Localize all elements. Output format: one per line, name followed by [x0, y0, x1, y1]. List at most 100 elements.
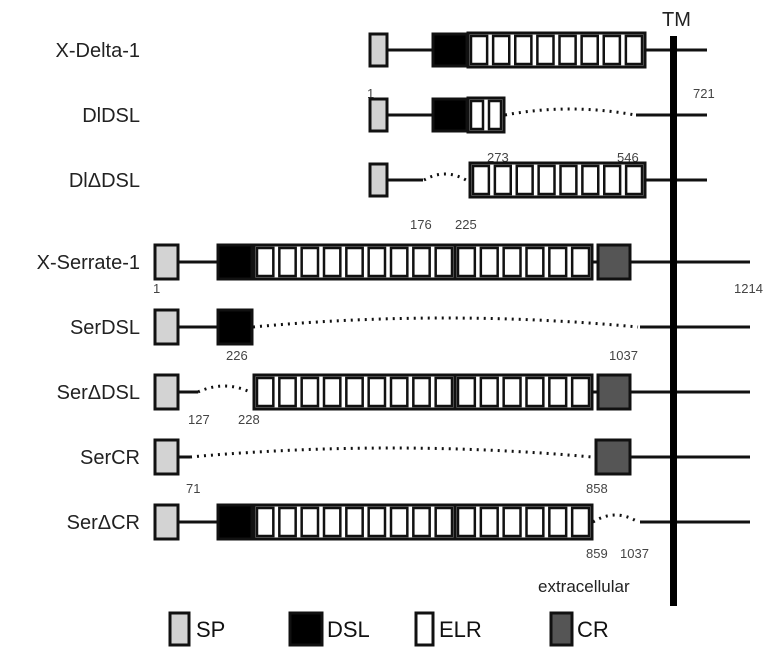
elr-repeat	[300, 376, 320, 408]
construct-label: X-Delta-1	[56, 40, 140, 62]
elr-repeat	[255, 506, 275, 538]
legend-item: DSL	[288, 611, 370, 647]
elr-repeat	[581, 164, 600, 196]
elr-repeat	[469, 34, 489, 66]
legend-label: DSL	[327, 617, 370, 642]
residue-number: 1	[153, 281, 160, 296]
elr-repeat	[278, 506, 297, 538]
legend-label: SP	[196, 617, 225, 642]
deletion-dotted-line	[189, 446, 593, 459]
elr-repeat	[624, 164, 644, 196]
sp-domain	[153, 503, 180, 541]
elr-repeat	[487, 99, 503, 131]
construct-label: X-Serrate-1	[37, 252, 140, 274]
deletion-dotted-line	[252, 316, 639, 329]
elr-repeat	[389, 246, 409, 278]
cr-domain	[596, 243, 632, 281]
elr-block	[453, 243, 594, 281]
residue-number: 225	[455, 217, 477, 232]
deletion-dotted-line	[197, 384, 251, 394]
elr-repeat	[367, 376, 387, 408]
sp-domain	[153, 373, 180, 411]
construct-row: SerDSL 226 1037	[70, 308, 750, 363]
sp-domain	[368, 162, 389, 198]
elr-repeat	[624, 34, 644, 66]
sp-domain	[368, 97, 389, 133]
construct-row: SerCR 71 858	[80, 438, 750, 496]
elr-repeat	[479, 376, 499, 408]
residue-number: 71	[186, 481, 200, 496]
elr-repeat	[389, 506, 409, 538]
elr-repeat	[434, 506, 454, 538]
elr-repeat	[278, 246, 297, 278]
cr-domain	[596, 373, 632, 411]
elr-repeat	[345, 246, 364, 278]
elr-repeat	[514, 34, 533, 66]
dsl-domain	[216, 308, 254, 346]
elr-repeat	[570, 246, 591, 278]
construct-row: X-Delta-1 1 721	[56, 31, 715, 101]
elr-repeat	[345, 376, 364, 408]
elr-repeat	[502, 506, 522, 538]
construct-row: SerΔCR 859 1037	[67, 503, 750, 561]
legend-swatch-sp	[168, 611, 191, 647]
sp-domain	[368, 32, 389, 68]
elr-repeat	[580, 34, 599, 66]
elr-repeat	[603, 164, 622, 196]
dsl-domain	[431, 32, 469, 68]
deletion-dotted-line	[423, 172, 467, 182]
legend: SP DSL ELR CR	[168, 611, 609, 647]
elr-repeat	[502, 376, 522, 408]
dsl-domain	[431, 97, 469, 133]
elr-repeat	[548, 506, 568, 538]
sp-domain	[153, 308, 180, 346]
elr-repeat	[502, 246, 522, 278]
elr-repeat	[525, 506, 545, 538]
elr-repeat	[434, 246, 454, 278]
construct-label: SerDSL	[70, 317, 140, 339]
sp-domain	[153, 243, 180, 281]
elr-repeat	[300, 506, 320, 538]
elr-repeat	[570, 376, 591, 408]
residue-number: 859	[586, 546, 608, 561]
elr-repeat	[255, 376, 275, 408]
legend-swatch-cr	[549, 611, 574, 647]
elr-repeat	[322, 246, 342, 278]
elr-repeat	[479, 246, 499, 278]
construct-row: SerΔDSL 127 228	[57, 373, 750, 427]
residue-number: 721	[693, 86, 715, 101]
elr-repeat	[537, 164, 556, 196]
dsl-domain	[216, 243, 254, 281]
elr-repeat	[412, 376, 431, 408]
elr-repeat	[322, 376, 342, 408]
elr-repeat	[493, 164, 512, 196]
elr-repeat	[367, 246, 387, 278]
legend-label: ELR	[439, 617, 482, 642]
elr-repeat	[456, 376, 477, 408]
deletion-dotted-line	[592, 513, 639, 524]
legend-item: ELR	[414, 611, 482, 647]
elr-repeat	[412, 246, 431, 278]
legend-swatch-dsl	[288, 611, 324, 647]
elr-repeat	[345, 506, 364, 538]
transmembrane-bar	[670, 36, 677, 606]
construct-label: SerΔCR	[67, 512, 140, 534]
residue-number: 858	[586, 481, 608, 496]
dsl-domain	[216, 503, 254, 541]
elr-repeat	[367, 506, 387, 538]
elr-repeat	[536, 34, 555, 66]
elr-repeat	[558, 34, 577, 66]
elr-repeat	[322, 506, 342, 538]
elr-repeat	[255, 246, 275, 278]
elr-repeat	[602, 34, 622, 66]
residue-number: 1	[367, 86, 374, 101]
elr-repeat	[559, 164, 578, 196]
elr-repeat	[570, 506, 591, 538]
elr-repeat	[389, 376, 409, 408]
elr-repeat	[412, 506, 431, 538]
elr-repeat	[456, 246, 477, 278]
cr-domain	[594, 438, 632, 476]
residue-number: 226	[226, 348, 248, 363]
elr-repeat	[548, 376, 568, 408]
elr-repeat	[434, 376, 454, 408]
